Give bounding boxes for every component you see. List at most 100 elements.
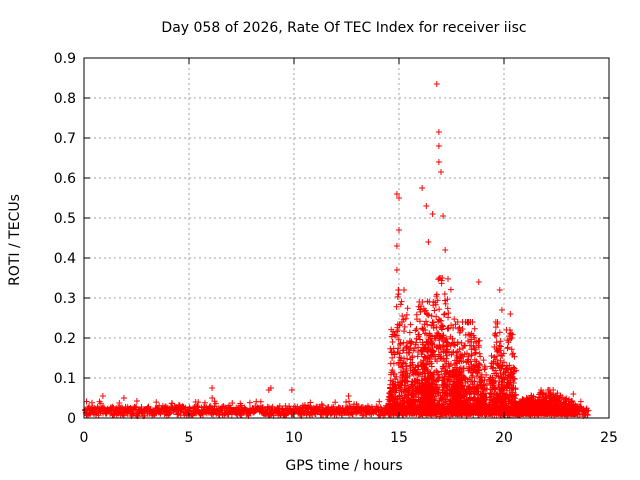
data-point xyxy=(424,368,431,375)
data-point xyxy=(409,361,416,368)
data-point xyxy=(399,312,406,319)
data-point xyxy=(430,324,437,331)
data-point xyxy=(449,335,456,342)
data-point xyxy=(424,321,431,328)
data-point xyxy=(476,337,483,344)
data-point xyxy=(186,404,193,411)
data-point xyxy=(144,404,151,411)
data-point xyxy=(402,360,409,367)
data-point xyxy=(246,399,253,406)
data-point xyxy=(444,352,451,359)
data-point xyxy=(423,331,430,338)
y-tick-label: 0.5 xyxy=(54,211,76,227)
data-point xyxy=(88,399,95,406)
data-point xyxy=(133,398,140,405)
data-point xyxy=(416,318,423,325)
data-point xyxy=(456,324,463,331)
data-point xyxy=(468,346,475,353)
data-point xyxy=(432,381,439,388)
data-point xyxy=(457,387,464,394)
data-point xyxy=(471,378,478,385)
data-point xyxy=(408,338,415,345)
data-point xyxy=(401,328,408,335)
x-tick-label: 0 xyxy=(80,430,89,446)
data-point xyxy=(406,349,413,356)
data-point xyxy=(430,322,437,329)
data-point xyxy=(419,325,426,332)
data-point xyxy=(469,319,476,325)
data-point xyxy=(391,331,398,338)
x-tick-label: 25 xyxy=(600,430,618,446)
data-point xyxy=(444,377,451,384)
data-point xyxy=(483,386,490,393)
data-point xyxy=(394,332,401,339)
x-tick-label: 20 xyxy=(495,430,513,446)
data-point xyxy=(464,337,471,344)
data-point xyxy=(323,411,330,418)
data-point xyxy=(303,412,310,419)
data-point xyxy=(169,400,176,407)
data-point xyxy=(451,316,458,323)
y-tick-label: 0.1 xyxy=(54,371,76,387)
data-point xyxy=(195,399,202,406)
data-point xyxy=(403,377,410,384)
data-point xyxy=(454,341,461,348)
y-tick-label: 0.3 xyxy=(54,291,76,307)
data-point xyxy=(402,382,409,389)
data-point xyxy=(212,400,219,407)
data-point xyxy=(398,298,405,305)
data-point xyxy=(441,364,448,371)
data-point xyxy=(440,323,447,330)
data-point xyxy=(402,315,409,322)
data-point xyxy=(472,350,479,357)
data-point xyxy=(412,383,419,390)
data-point xyxy=(397,340,404,347)
data-point xyxy=(471,325,478,332)
data-point xyxy=(585,407,592,414)
data-point xyxy=(389,354,396,361)
data-point xyxy=(465,353,472,360)
data-point xyxy=(433,368,440,375)
data-point xyxy=(432,301,439,308)
data-point xyxy=(430,319,437,326)
data-point xyxy=(444,305,451,312)
data-point xyxy=(480,357,487,364)
data-point xyxy=(389,367,396,374)
data-point xyxy=(95,412,102,419)
data-point xyxy=(389,339,396,346)
data-point xyxy=(257,398,264,405)
data-point xyxy=(429,347,436,354)
data-points xyxy=(82,81,592,420)
data-point xyxy=(418,347,425,354)
data-point xyxy=(404,343,411,350)
data-point xyxy=(404,355,411,362)
data-point xyxy=(439,275,446,281)
data-point xyxy=(444,296,451,303)
data-point xyxy=(332,399,339,406)
data-point xyxy=(450,324,457,331)
x-tick-label: 10 xyxy=(285,430,303,446)
data-point xyxy=(423,310,430,317)
data-point xyxy=(459,383,466,390)
data-point xyxy=(413,325,420,332)
data-point xyxy=(397,382,404,389)
data-point xyxy=(438,368,445,375)
y-tick-label: 0 xyxy=(67,411,76,427)
data-point xyxy=(459,326,466,333)
data-point xyxy=(349,411,356,418)
data-point xyxy=(439,322,446,329)
data-point xyxy=(444,275,451,282)
data-point xyxy=(467,358,474,365)
data-point xyxy=(460,353,467,360)
data-point xyxy=(424,311,431,318)
data-point xyxy=(440,355,447,362)
data-point xyxy=(407,321,414,328)
data-point xyxy=(473,373,480,380)
data-point xyxy=(420,327,427,334)
data-point xyxy=(445,310,452,317)
data-point xyxy=(460,365,467,372)
data-point xyxy=(314,409,321,416)
data-point xyxy=(307,399,314,406)
data-point xyxy=(97,400,104,407)
y-tick-label: 0.9 xyxy=(54,51,76,67)
